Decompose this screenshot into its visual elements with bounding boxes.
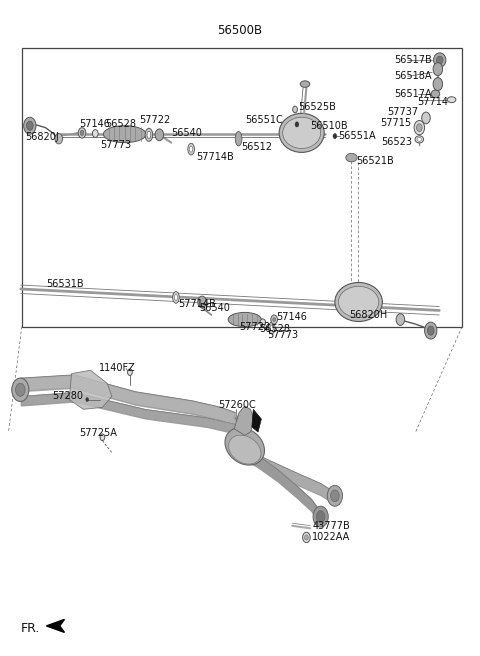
- Ellipse shape: [188, 143, 194, 155]
- Text: 56512: 56512: [241, 142, 273, 152]
- Text: 57714B: 57714B: [196, 152, 234, 162]
- Text: 57737: 57737: [387, 107, 419, 117]
- Circle shape: [422, 112, 430, 124]
- Text: 56525B: 56525B: [298, 102, 336, 112]
- Circle shape: [327, 485, 342, 506]
- Text: 56531B: 56531B: [47, 279, 84, 289]
- Text: 56500B: 56500B: [217, 24, 263, 37]
- Ellipse shape: [235, 132, 242, 146]
- Text: 1140FZ: 1140FZ: [99, 363, 136, 373]
- Polygon shape: [234, 406, 254, 436]
- Circle shape: [316, 511, 325, 522]
- Text: 43777B: 43777B: [312, 521, 350, 531]
- Text: 56523: 56523: [381, 137, 412, 147]
- Text: 56540: 56540: [171, 128, 202, 138]
- Circle shape: [12, 378, 29, 401]
- Polygon shape: [47, 619, 64, 632]
- Text: 56820J: 56820J: [25, 133, 60, 142]
- Text: 57260C: 57260C: [219, 400, 256, 410]
- Ellipse shape: [173, 291, 179, 303]
- Circle shape: [260, 319, 265, 327]
- Circle shape: [333, 134, 337, 138]
- Ellipse shape: [338, 287, 379, 318]
- Ellipse shape: [417, 137, 421, 141]
- Text: 57725A: 57725A: [79, 428, 117, 438]
- Circle shape: [93, 130, 98, 137]
- Text: 57146: 57146: [79, 119, 109, 129]
- Text: 56540: 56540: [200, 304, 230, 314]
- Circle shape: [271, 315, 277, 324]
- Text: FR.: FR.: [21, 622, 40, 635]
- Ellipse shape: [145, 129, 153, 141]
- Circle shape: [302, 532, 310, 543]
- Text: 57714B: 57714B: [179, 299, 216, 309]
- Circle shape: [80, 131, 84, 136]
- Circle shape: [414, 121, 424, 135]
- Ellipse shape: [147, 131, 151, 138]
- Circle shape: [86, 398, 89, 401]
- Ellipse shape: [270, 325, 274, 331]
- Ellipse shape: [433, 53, 446, 67]
- Circle shape: [55, 134, 62, 144]
- Polygon shape: [252, 409, 261, 432]
- Text: 57722: 57722: [239, 321, 270, 332]
- Ellipse shape: [335, 283, 383, 321]
- Circle shape: [304, 535, 308, 540]
- Text: 57722: 57722: [139, 115, 171, 125]
- Circle shape: [331, 490, 339, 502]
- Ellipse shape: [346, 154, 357, 162]
- Circle shape: [433, 77, 443, 91]
- Circle shape: [396, 314, 405, 325]
- Circle shape: [424, 322, 437, 339]
- Ellipse shape: [228, 435, 261, 464]
- Ellipse shape: [225, 428, 264, 465]
- Text: 56551A: 56551A: [339, 131, 376, 141]
- Circle shape: [295, 122, 299, 127]
- Ellipse shape: [436, 56, 443, 64]
- Text: 57715: 57715: [381, 118, 412, 128]
- Text: 56518A: 56518A: [394, 72, 432, 81]
- Text: 56528: 56528: [259, 324, 290, 335]
- Circle shape: [293, 106, 298, 113]
- Ellipse shape: [268, 322, 275, 334]
- Text: 56517A: 56517A: [394, 89, 432, 99]
- Ellipse shape: [300, 81, 310, 87]
- Circle shape: [433, 62, 443, 75]
- Ellipse shape: [190, 146, 193, 152]
- Circle shape: [313, 506, 328, 527]
- Circle shape: [417, 124, 422, 132]
- Ellipse shape: [228, 312, 261, 327]
- Ellipse shape: [174, 295, 178, 300]
- Ellipse shape: [415, 136, 424, 143]
- Circle shape: [24, 117, 36, 134]
- Text: 56528: 56528: [105, 119, 136, 129]
- Circle shape: [198, 296, 206, 308]
- Text: 57714: 57714: [417, 97, 448, 108]
- Circle shape: [78, 128, 86, 138]
- Text: 56521B: 56521B: [356, 157, 394, 167]
- Polygon shape: [69, 370, 112, 409]
- Ellipse shape: [279, 113, 324, 152]
- Circle shape: [15, 383, 25, 396]
- Text: 56551C: 56551C: [245, 115, 283, 125]
- Ellipse shape: [431, 90, 440, 98]
- Circle shape: [155, 129, 164, 140]
- Text: 57146: 57146: [276, 312, 307, 322]
- Text: 56510B: 56510B: [310, 121, 348, 131]
- Text: 56517B: 56517B: [394, 55, 432, 65]
- Text: 56820H: 56820H: [349, 310, 387, 320]
- Text: 57773: 57773: [100, 140, 131, 150]
- Text: 57773: 57773: [267, 329, 299, 340]
- Circle shape: [273, 318, 276, 321]
- Ellipse shape: [283, 117, 321, 148]
- Circle shape: [100, 434, 105, 441]
- Text: 1022AA: 1022AA: [312, 533, 350, 543]
- Text: 57280: 57280: [53, 391, 84, 401]
- Ellipse shape: [447, 97, 456, 102]
- Circle shape: [427, 326, 434, 335]
- Ellipse shape: [103, 126, 146, 142]
- FancyBboxPatch shape: [22, 49, 462, 327]
- Circle shape: [26, 121, 33, 131]
- Circle shape: [128, 369, 132, 375]
